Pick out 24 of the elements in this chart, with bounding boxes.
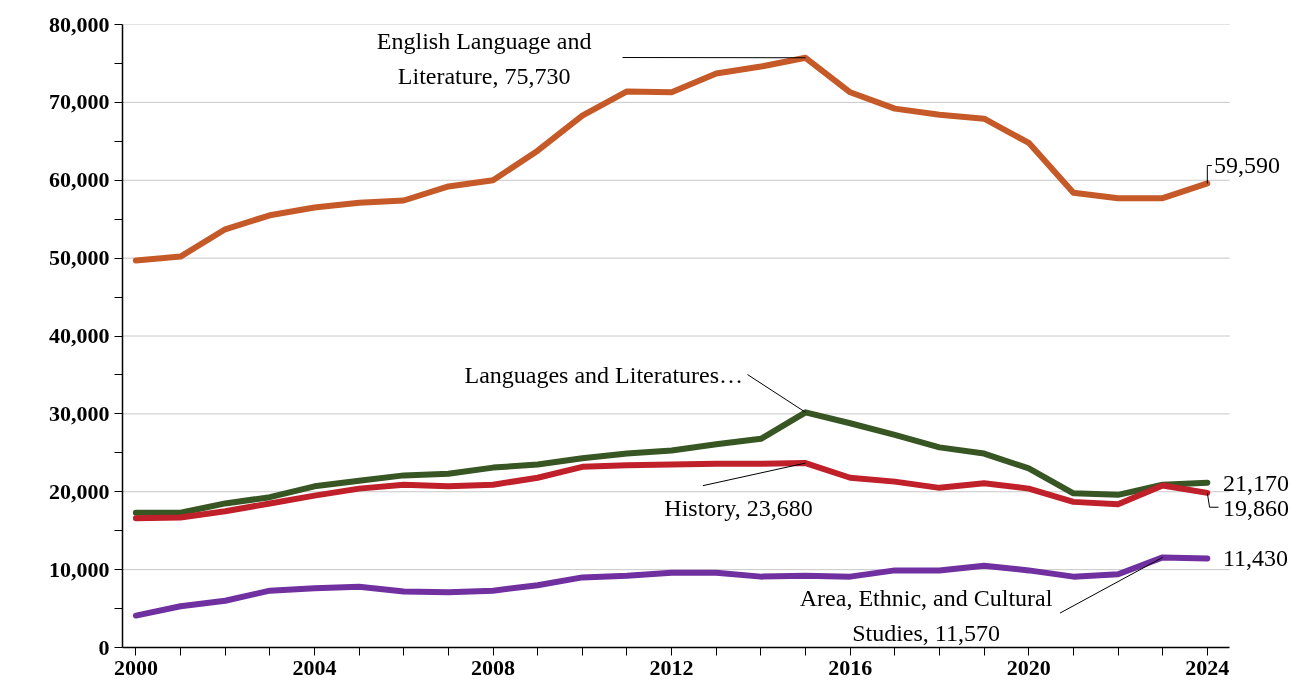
x-tick-label: 2016: [828, 654, 873, 680]
annotation: Languages and Literatures…: [464, 361, 744, 388]
y-tick-label: 10,000: [49, 556, 110, 582]
y-tick-label: 60,000: [49, 167, 110, 193]
y-tick-label: 50,000: [49, 245, 110, 271]
annotation: 19,860: [1222, 494, 1289, 521]
x-tick-label: 2008: [471, 654, 516, 680]
annotation: English Language and Literature, 75,730: [376, 27, 592, 90]
x-tick-label: 2004: [292, 654, 337, 680]
annotation: 21,170: [1222, 469, 1289, 496]
y-tick-label: 80,000: [49, 11, 110, 37]
annotation: History, 23,680: [664, 495, 813, 522]
y-tick-label: 30,000: [49, 400, 110, 426]
annotation: 59,590: [1214, 152, 1281, 179]
x-tick-label: 2024: [1185, 654, 1230, 680]
x-tick-label: 2000: [113, 654, 158, 680]
y-tick-label: 20,000: [49, 478, 110, 504]
x-tick-label: 2012: [649, 654, 694, 680]
y-tick-label: 70,000: [49, 89, 110, 115]
annotation: 11,430: [1222, 544, 1289, 571]
y-tick-label: 40,000: [49, 323, 110, 348]
annotation: Area, Ethnic, and Cultural Studies, 11,570: [799, 584, 1053, 646]
y-tick-label: 0: [98, 634, 110, 660]
x-tick-label: 2020: [1006, 654, 1051, 680]
